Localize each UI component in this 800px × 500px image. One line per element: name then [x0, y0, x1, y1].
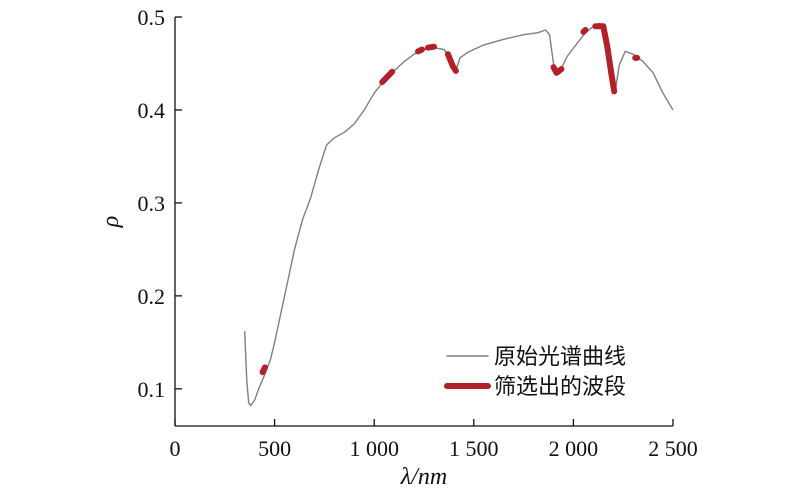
tick-labels: 0 500 1 000 1 500 2 000 2 500 0.1 0.2 0.3 0.4 0.5: [138, 5, 698, 461]
selected-band-segment: [580, 27, 589, 35]
y-tick-label: 0.5: [138, 5, 166, 30]
x-tick-label: 2 500: [648, 436, 698, 461]
selected-band-segment: [379, 68, 396, 86]
selected-band-segment: [415, 46, 425, 55]
selected-band-segment: [592, 23, 618, 95]
y-tick-label: 0.4: [138, 98, 166, 123]
axes: [174, 16, 674, 427]
legend-entry-selected-bands: 筛选出的波段: [444, 375, 626, 400]
legend-entry-spectrum: 原始光谱曲线: [446, 345, 626, 370]
selected-band-segment: [425, 43, 437, 51]
selected-band-segment: [259, 364, 268, 376]
y-axis-title: ρ: [98, 216, 124, 229]
x-tick-label: 1 500: [449, 436, 499, 461]
y-tick-label: 0.2: [138, 284, 166, 309]
selected-band-segment: [444, 51, 459, 74]
x-tick-label: 2 000: [549, 436, 599, 461]
legend-label: 筛选出的波段: [494, 375, 626, 400]
x-tick-label: 500: [258, 436, 291, 461]
x-tick-label: 0: [170, 436, 181, 461]
selected-band-segment: [550, 64, 565, 76]
series-layer: [244, 22, 674, 407]
x-axis-title: λ/nm: [400, 464, 447, 490]
x-tick-label: 1 000: [349, 436, 399, 461]
y-tick-label: 0.1: [138, 377, 166, 402]
y-tick-label: 0.3: [138, 191, 166, 216]
legend-label: 原始光谱曲线: [494, 345, 626, 370]
